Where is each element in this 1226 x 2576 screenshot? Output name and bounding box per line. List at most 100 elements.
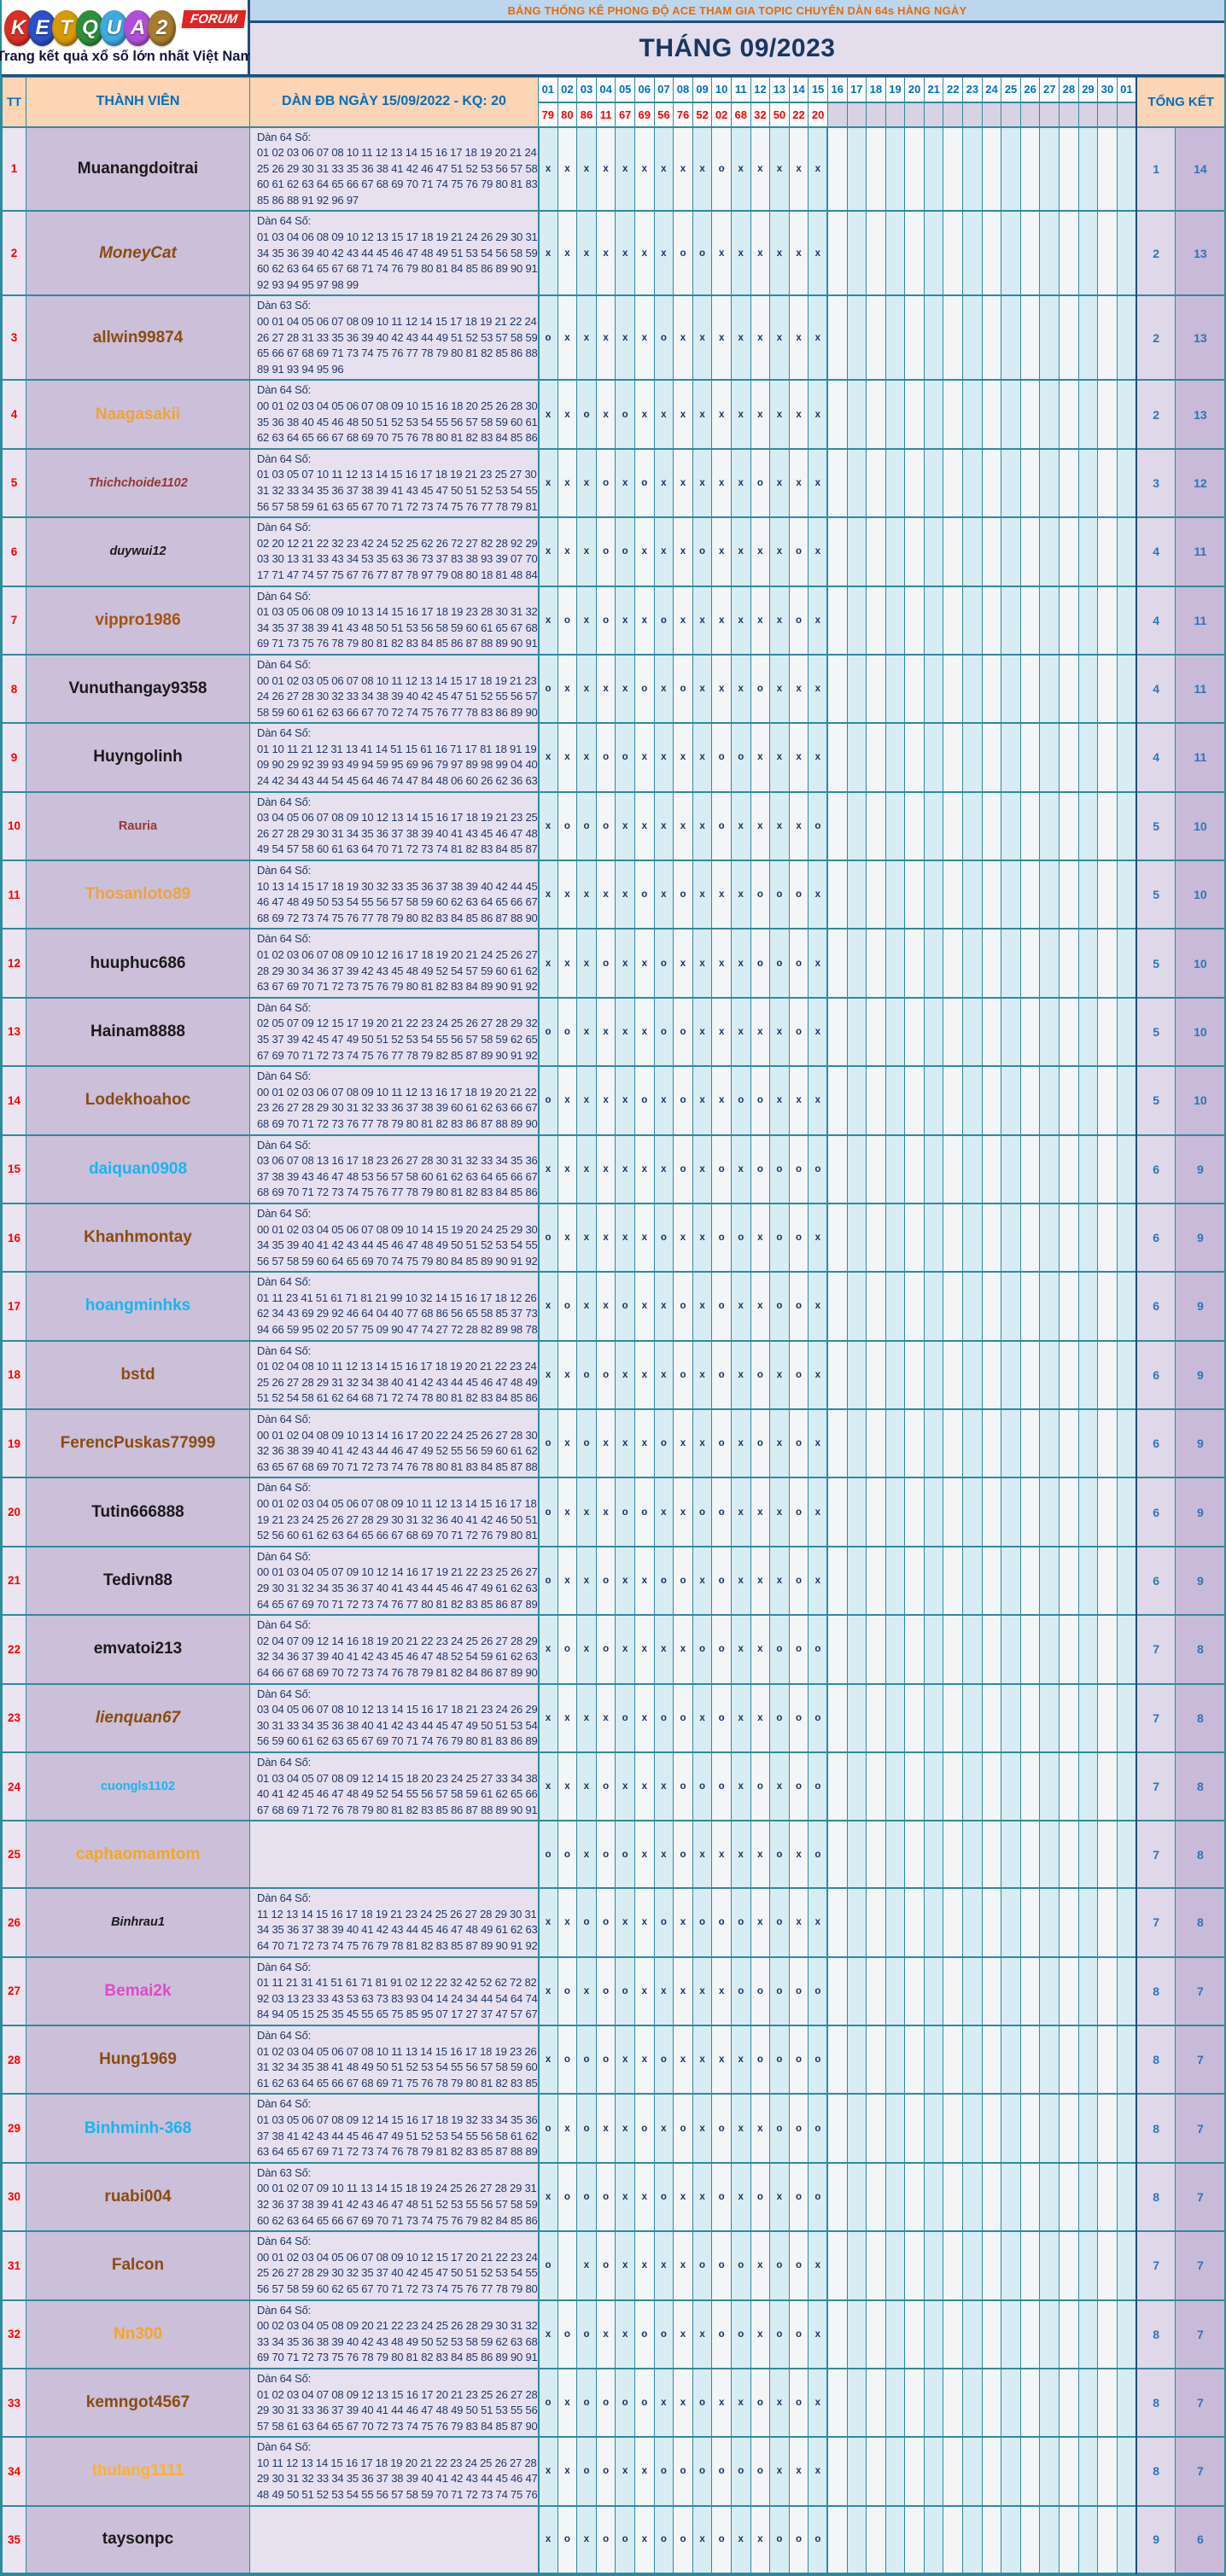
- member-name[interactable]: Bemai2k: [104, 1981, 172, 2000]
- day-mark-cell: x: [730, 928, 751, 999]
- day-header: 11: [730, 77, 751, 102]
- day-mark-cell: x: [653, 791, 674, 861]
- day-mark-cell: o: [557, 2025, 578, 2095]
- day-mark-cell: x: [750, 586, 771, 656]
- day-mark-cell: [826, 1956, 848, 2026]
- day-mark-cell: o: [769, 1614, 790, 1685]
- member-name[interactable]: caphaomamtom: [75, 1845, 201, 1863]
- dan-label: Dàn 64 Số:: [257, 1960, 312, 1973]
- day-mark-cell: x: [730, 1408, 751, 1478]
- member-name[interactable]: hoangminhks: [85, 1297, 191, 1315]
- member-name[interactable]: Binhrau1: [111, 1915, 165, 1930]
- dan-number-line: 60 62 63 64 65 66 67 69 70 71 73 74 75 7…: [257, 2213, 538, 2227]
- day-mark-cell: o: [576, 2368, 597, 2438]
- member-name[interactable]: huuphuc686: [90, 953, 186, 972]
- member-name[interactable]: Rauria: [118, 819, 158, 833]
- day-mark-cell: x: [538, 1340, 558, 1410]
- dan-number-line: 84 94 05 15 25 35 45 55 65 75 85 95 07 1…: [257, 2008, 538, 2021]
- day-mark-cell: [1039, 1683, 1060, 1753]
- day-mark-cell: x: [538, 791, 558, 861]
- day-mark-cell: [904, 1477, 925, 1547]
- member-name[interactable]: lienquan67: [95, 1708, 181, 1727]
- member-name[interactable]: Thosanloto89: [85, 885, 191, 904]
- day-mark-cell: o: [538, 1065, 558, 1136]
- day-mark-cell: x: [711, 586, 732, 656]
- day-mark-cell: o: [750, 448, 771, 518]
- dan-number-line: 34 35 36 37 38 39 40 41 42 43 44 45 46 4…: [257, 1923, 538, 1937]
- member-name[interactable]: Khanhmontay: [84, 1228, 192, 1247]
- member-name[interactable]: Huyngolinh: [93, 748, 183, 766]
- member-name[interactable]: bstd: [120, 1365, 155, 1384]
- member-name[interactable]: vippro1986: [95, 610, 181, 629]
- day-mark-cell: o: [595, 1820, 616, 1889]
- day-mark-cell: o: [711, 126, 732, 212]
- day-mark-cell: [866, 997, 886, 1067]
- member-name[interactable]: Lodekhoahoc: [85, 1091, 191, 1110]
- day-mark-cell: [1019, 2093, 1041, 2164]
- day-mark-cell: x: [576, 2230, 597, 2301]
- member-name[interactable]: duywui12: [109, 545, 166, 559]
- member-row: 33 kemngot4567 Dàn 64 Số: 01 02 03 04 07 08…: [2, 2368, 1226, 2438]
- total-miss-cell: 6: [1136, 1477, 1176, 1547]
- member-row: 2 MoneyCat Dàn 64 Số: 01 03 04 06 08 09 10 …: [2, 210, 1226, 296]
- member-name[interactable]: allwin99874: [92, 328, 184, 347]
- day-mark-cell: [846, 1683, 867, 1753]
- day-mark-cell: [923, 1477, 944, 1547]
- member-name[interactable]: MoneyCat: [99, 243, 177, 262]
- member-name[interactable]: thulang1111: [91, 2462, 184, 2480]
- member-name[interactable]: Tedivn88: [103, 1571, 172, 1589]
- day-mark-cell: o: [633, 654, 655, 724]
- member-name[interactable]: kemngot4567: [85, 2393, 190, 2412]
- day-mark-cell: [884, 1340, 906, 1410]
- member-name[interactable]: emvatoi213: [93, 1640, 183, 1658]
- day-mark-cell: x: [750, 1614, 771, 1685]
- member-name-cell: duywui12: [26, 516, 250, 587]
- day-mark-cell: [1116, 210, 1137, 296]
- day-mark-cell: o: [653, 2436, 674, 2507]
- member-name[interactable]: Muanangdoitrai: [77, 159, 199, 178]
- day-mark-cell: x: [576, 516, 597, 587]
- member-name[interactable]: daiquan0908: [88, 1159, 188, 1178]
- member-name[interactable]: Binhminh-368: [84, 2118, 192, 2137]
- member-name[interactable]: Hung1969: [99, 2050, 177, 2069]
- day-mark-cell: x: [692, 2505, 713, 2574]
- day-mark-cell: [1001, 2436, 1021, 2507]
- member-name[interactable]: Vunuthangay9358: [68, 679, 207, 698]
- member-name[interactable]: FerencPuskas77999: [60, 1434, 216, 1453]
- day-mark-cell: o: [538, 654, 558, 724]
- day-mark-cell: [1039, 379, 1060, 450]
- day-header: 09: [692, 77, 713, 102]
- member-name[interactable]: Naagasakii: [95, 405, 181, 423]
- day-mark-cell: x: [730, 2162, 751, 2232]
- member-name[interactable]: ruabi004: [104, 2187, 172, 2206]
- member-name[interactable]: taysonpc: [102, 2530, 174, 2549]
- day-mark-cell: [866, 1408, 886, 1478]
- day-mark-cell: [943, 654, 964, 724]
- day-mark-cell: x: [557, 1546, 578, 1616]
- dan-number-line: 00 01 02 04 08 09 10 13 14 16 17 20 22 2…: [257, 1428, 538, 1442]
- day-mark-cell: [1059, 1956, 1079, 2026]
- day-mark-cell: [866, 126, 886, 212]
- day-mark-cell: [884, 1408, 906, 1478]
- day-mark-cell: o: [653, 997, 674, 1067]
- day-mark-cell: [826, 997, 848, 1067]
- member-name[interactable]: Tutin666888: [91, 1502, 184, 1521]
- dan-number-line: 25 26 27 28 29 31 32 34 38 40 41 42 43 4…: [257, 1375, 538, 1389]
- day-mark-cell: [943, 586, 964, 656]
- member-name[interactable]: Falcon: [111, 2256, 165, 2275]
- day-mark-cell: o: [788, 860, 809, 930]
- day-mark-cell: x: [595, 1271, 616, 1342]
- day-mark-cell: [943, 126, 964, 212]
- dan-numbers-cell: Dàn 64 Số: 00 01 02 03 04 05 06 07 08 09 …: [249, 379, 540, 450]
- day-mark-cell: [1097, 2505, 1118, 2574]
- member-name[interactable]: Thichchoide1102: [88, 475, 188, 490]
- result-value: [1019, 102, 1041, 127]
- member-name[interactable]: Nn300: [113, 2324, 163, 2343]
- day-mark-cell: [826, 722, 848, 793]
- member-name[interactable]: Hainam8888: [90, 1022, 185, 1040]
- day-mark-cell: o: [730, 2436, 751, 2507]
- member-name[interactable]: cuongls1102: [100, 1780, 176, 1794]
- logo-letter: T: [52, 9, 80, 46]
- day-mark-cell: [1039, 2299, 1060, 2369]
